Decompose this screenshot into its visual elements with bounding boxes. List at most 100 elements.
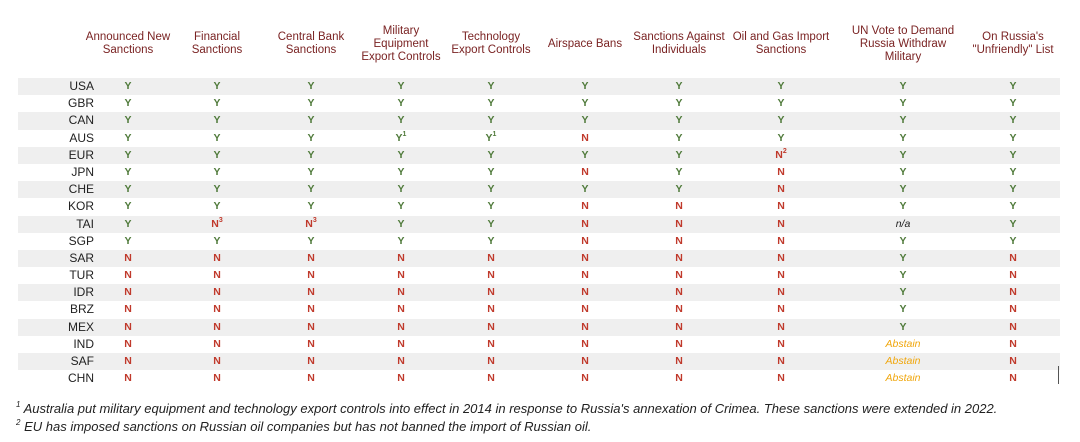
table-row: IND N N N N N N N N Abstain N: [18, 335, 1060, 353]
table-cell: Y: [983, 233, 1043, 250]
table-cell: N: [555, 267, 615, 284]
cell-value: N: [1009, 286, 1017, 299]
cell-value: Y: [213, 234, 221, 247]
cell-value: N: [675, 200, 683, 213]
table-cell: N: [751, 181, 811, 198]
table-cell: N: [98, 353, 158, 370]
table-cell: Y: [873, 112, 933, 129]
table-cell: Y: [555, 95, 615, 112]
table-cell: Y: [371, 78, 431, 95]
cell-value: N: [213, 320, 221, 333]
table-cell: Y: [461, 95, 521, 112]
footnote-marker: 2: [782, 147, 787, 155]
table-cell: N: [281, 370, 341, 387]
table-cell: N: [751, 319, 811, 336]
cell-value: Y: [213, 183, 221, 196]
cell-value: N: [397, 355, 405, 367]
cell-value: N: [124, 372, 132, 385]
cell-value: Y: [899, 183, 907, 196]
table-cell: Y: [873, 78, 933, 95]
cell-value: Y: [307, 114, 315, 127]
cell-value: Y: [899, 269, 907, 282]
cell-value: Y: [487, 148, 495, 161]
cell-value: N: [777, 217, 785, 230]
cell-value: Abstain: [885, 337, 921, 350]
cell-value: Y: [675, 165, 683, 178]
table-cell: Y: [371, 181, 431, 198]
table-cell: Y: [555, 147, 615, 164]
cell-value: Y: [397, 165, 405, 178]
table-cell: N: [281, 353, 341, 370]
footnote-marker: 1: [492, 130, 497, 138]
table-cell: N: [371, 284, 431, 301]
cell-value: N: [581, 286, 589, 299]
cell-value: N: [581, 217, 589, 230]
table-cell: N3: [281, 216, 341, 233]
cell-value: Y: [1009, 183, 1017, 196]
cell-value: N: [581, 200, 589, 213]
cell-value: Y: [307, 131, 315, 144]
country-code: EUR: [68, 147, 94, 162]
table-cell: Y: [98, 198, 158, 215]
cell-value: N: [307, 286, 315, 299]
table-row: TUR N N N N N N N N Y N: [18, 267, 1060, 285]
table-row: EUR Y Y Y Y Y Y Y N2 Y Y: [18, 146, 1060, 164]
column-header-8: Oil and Gas Import Sanctions: [732, 31, 830, 56]
cell-value: Y: [397, 183, 405, 196]
table-cell: Y: [371, 198, 431, 215]
table-cell: N: [281, 267, 341, 284]
table-row: JPN Y Y Y Y Y N Y N Y Y: [18, 163, 1060, 182]
cell-value: N: [777, 269, 785, 282]
cell-value: Y: [899, 251, 907, 264]
cell-value: Y: [899, 148, 907, 161]
table-cell: Y: [983, 198, 1043, 215]
table-cell: N: [187, 250, 247, 267]
table-cell: N: [751, 353, 811, 370]
cell-value: N: [675, 286, 683, 299]
cell-value: N: [397, 269, 405, 282]
table-cell: N: [555, 319, 615, 336]
footnote-marker: 3: [218, 216, 223, 224]
column-header-6: Airspace Bans: [547, 37, 623, 50]
table-cell: Y: [281, 95, 341, 112]
table-cell: N: [649, 233, 709, 250]
table-row: USA Y Y Y Y Y Y Y Y Y Y: [18, 78, 1060, 96]
table-cell: Abstain: [873, 370, 933, 387]
column-header-5: Technology Export Controls: [451, 31, 531, 56]
table-cell: N: [751, 198, 811, 215]
table-row: BRZ N N N N N N N N Y N: [18, 301, 1060, 319]
cell-value: N: [487, 286, 495, 299]
cell-value: N: [1009, 372, 1017, 385]
cell-value: Y: [1009, 200, 1017, 213]
cell-value: N: [777, 183, 785, 196]
table-cell: N: [983, 301, 1043, 318]
table-row: KOR Y Y Y Y Y N N N Y Y: [18, 198, 1060, 216]
table-cell: Y: [873, 181, 933, 198]
table-cell: Abstain: [873, 353, 933, 370]
cell-value: n/a: [895, 217, 911, 230]
cell-value: N: [211, 217, 219, 230]
country-code: BRZ: [70, 302, 94, 317]
table-cell: Y: [98, 164, 158, 181]
cell-value: N: [581, 337, 589, 350]
cell-value: N: [777, 234, 785, 247]
table-cell: N: [461, 336, 521, 353]
cell-value: N: [213, 251, 221, 264]
cell-value: N: [124, 303, 132, 316]
table-cell: N: [187, 353, 247, 370]
cell-value: Y: [307, 200, 315, 213]
cell-value: Y: [397, 200, 405, 213]
country-code: GBR: [67, 96, 94, 111]
table-cell: N: [649, 198, 709, 215]
cell-value: N: [307, 251, 315, 264]
table-cell: Y: [751, 95, 811, 112]
cell-value: N: [213, 355, 221, 367]
cell-value: Y: [124, 217, 132, 230]
cell-value: Y: [899, 114, 907, 127]
cell-value: N: [397, 337, 405, 350]
cell-value: N: [777, 303, 785, 316]
cell-value: N: [397, 286, 405, 299]
table-cell: Y: [983, 216, 1043, 233]
table-row: CAN Y Y Y Y Y Y Y Y Y Y: [18, 112, 1060, 130]
table-cell: Y: [371, 164, 431, 181]
